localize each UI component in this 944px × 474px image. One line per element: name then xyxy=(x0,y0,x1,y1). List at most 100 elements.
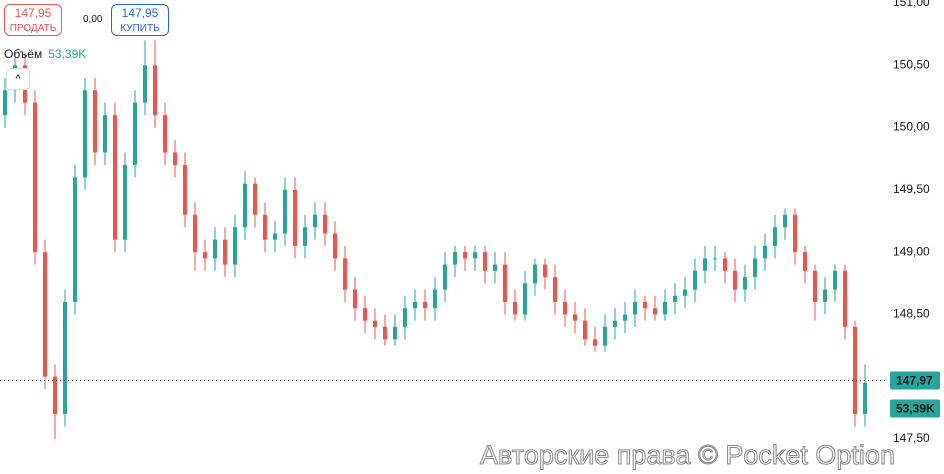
candle-body xyxy=(323,214,327,234)
candle-body xyxy=(583,320,587,340)
candle-body xyxy=(703,258,707,271)
candle-body xyxy=(633,301,637,315)
candle-body xyxy=(373,320,377,327)
candle-body xyxy=(153,65,157,116)
candle-body xyxy=(253,183,257,215)
buy-price: 147,95 xyxy=(121,6,159,20)
candle-body xyxy=(713,258,717,260)
sell-price: 147,95 xyxy=(14,6,52,20)
candle-body xyxy=(443,264,447,290)
candle-body xyxy=(543,264,547,278)
candle-body xyxy=(643,301,647,309)
candle-body xyxy=(463,252,467,259)
candle-body xyxy=(693,270,697,290)
collapse-button[interactable]: ^ xyxy=(6,68,30,90)
candle-body xyxy=(193,214,197,253)
candle-body xyxy=(393,326,397,340)
volume-value: 53,39K xyxy=(48,47,87,61)
candle-body xyxy=(173,152,177,165)
candle-body xyxy=(723,258,727,271)
candle-body xyxy=(453,252,457,265)
candle-body xyxy=(473,252,477,259)
candle-body xyxy=(603,326,607,346)
candle-body xyxy=(203,252,207,259)
candle-body xyxy=(423,301,427,309)
candle-body xyxy=(183,164,187,215)
candle-body xyxy=(433,289,437,309)
candle-body xyxy=(823,289,827,302)
candle-body xyxy=(563,301,567,315)
candle-body xyxy=(53,376,57,415)
candle-body xyxy=(303,227,307,246)
candle-body xyxy=(73,177,77,302)
candle-body xyxy=(333,233,337,259)
volume-title: Объём xyxy=(4,47,43,61)
candle-body xyxy=(133,102,137,165)
y-tick-label: 147,50 xyxy=(893,431,930,445)
y-tick-label: 150,50 xyxy=(893,57,930,71)
candle-body xyxy=(213,239,217,259)
candle-body xyxy=(383,326,387,340)
candle-body xyxy=(93,90,97,153)
candle-body xyxy=(343,258,347,290)
candle-body xyxy=(763,245,767,259)
candle-body xyxy=(403,308,407,327)
volume-legend: Объём 53,39K xyxy=(4,47,86,61)
candle-body xyxy=(653,308,657,315)
candle-body xyxy=(783,214,787,228)
candle-body xyxy=(553,277,557,302)
candle-body xyxy=(43,252,47,377)
candle-body xyxy=(753,258,757,278)
candle-body xyxy=(263,214,267,240)
candle-body xyxy=(773,227,777,246)
candle-body xyxy=(123,164,127,240)
candle-body xyxy=(283,189,287,234)
last-price-label: 147,97 xyxy=(896,374,933,388)
spread: 0,00 xyxy=(83,14,103,25)
candle-body xyxy=(813,270,817,302)
y-tick-label: 149,50 xyxy=(893,182,930,196)
candle-body xyxy=(573,314,577,321)
y-tick-label: 148,50 xyxy=(893,307,930,321)
candle-body xyxy=(33,102,37,253)
candle-body xyxy=(243,183,247,228)
candle-body xyxy=(413,301,417,309)
buy-label: КУПИТЬ xyxy=(120,23,160,34)
candle-body xyxy=(533,264,537,284)
candle-body xyxy=(733,270,737,290)
y-tick-label: 150,00 xyxy=(893,120,930,134)
candle-body xyxy=(103,115,107,153)
y-tick-label: 149,00 xyxy=(893,244,930,258)
candle-body xyxy=(843,270,847,327)
candle-body xyxy=(353,289,357,309)
candle-body xyxy=(793,214,797,253)
candle-body xyxy=(493,264,497,271)
buy-button[interactable]: 147,95 КУПИТЬ xyxy=(111,4,169,36)
candle-body xyxy=(83,90,87,178)
candle-body xyxy=(523,283,527,315)
candle-body xyxy=(163,115,167,153)
candle-body xyxy=(683,289,687,296)
last-price-badge xyxy=(890,371,940,390)
candle-body xyxy=(363,308,367,321)
y-tick-label: 151,00 xyxy=(893,0,930,9)
candle-body xyxy=(143,65,147,103)
volume-badge-label: 53,39K xyxy=(896,402,935,416)
candle-body xyxy=(863,382,867,415)
candle-body xyxy=(743,277,747,290)
candle-body xyxy=(613,320,617,327)
sell-button[interactable]: 147,95 ПРОДАТЬ xyxy=(4,4,62,36)
candle-body xyxy=(483,252,487,271)
volume-badge xyxy=(890,399,940,418)
watermark: Авторские права © Pocket Option xyxy=(480,440,896,471)
candle-body xyxy=(513,301,517,315)
candle-body xyxy=(853,326,857,415)
candle-body xyxy=(803,252,807,271)
candle-body xyxy=(593,339,597,346)
candle-body xyxy=(673,295,677,302)
candle-body xyxy=(293,189,297,246)
candle-body xyxy=(623,314,627,321)
candle-body xyxy=(833,270,837,290)
